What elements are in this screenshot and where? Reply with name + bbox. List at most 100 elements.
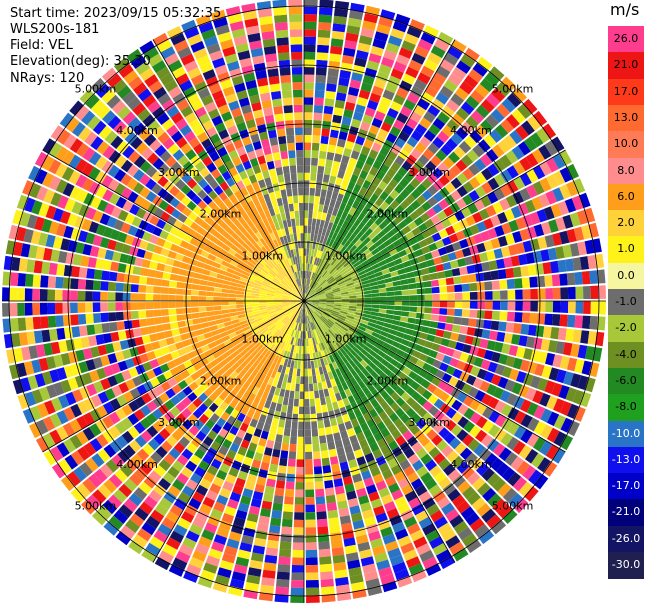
velocity-gate xyxy=(304,429,312,437)
velocity-gate xyxy=(390,270,399,277)
velocity-gate xyxy=(365,240,374,249)
velocity-gate xyxy=(319,196,326,205)
velocity-gate xyxy=(475,172,487,185)
velocity-gate xyxy=(329,524,341,534)
velocity-gate xyxy=(386,291,395,297)
velocity-gate xyxy=(570,373,582,388)
velocity-gate xyxy=(288,6,302,15)
velocity-gate xyxy=(362,313,371,319)
velocity-gate xyxy=(304,293,306,301)
velocity-gate xyxy=(381,268,390,275)
velocity-gate xyxy=(414,142,427,154)
velocity-gate xyxy=(416,183,427,195)
velocity-gate xyxy=(409,210,420,221)
velocity-gate xyxy=(205,301,214,307)
velocity-gate xyxy=(394,194,405,205)
velocity-gate xyxy=(493,248,504,259)
velocity-gate xyxy=(304,286,307,294)
velocity-gate xyxy=(435,92,449,105)
velocity-gate xyxy=(294,497,304,505)
velocity-gate xyxy=(409,19,425,32)
velocity-gate xyxy=(100,302,108,312)
velocity-gate xyxy=(304,51,316,60)
velocity-gate xyxy=(310,264,314,272)
velocity-gate xyxy=(552,153,566,169)
velocity-gate xyxy=(334,0,350,10)
velocity-gate xyxy=(354,264,363,271)
velocity-gate xyxy=(100,291,108,301)
velocity-gate xyxy=(328,230,335,239)
velocity-gate xyxy=(107,302,116,312)
velocity-gate xyxy=(581,360,592,376)
velocity-gate xyxy=(193,272,202,279)
velocity-gate xyxy=(461,154,474,167)
velocity-gate xyxy=(326,264,333,272)
velocity-gate xyxy=(378,16,393,28)
velocity-gate xyxy=(379,211,389,221)
velocity-gate xyxy=(323,284,330,290)
velocity-gate xyxy=(341,178,350,188)
velocity-gate xyxy=(373,187,384,197)
velocity-gate xyxy=(279,457,288,467)
velocity-gate xyxy=(279,411,287,421)
velocity-gate xyxy=(307,263,310,272)
velocity-gate xyxy=(9,303,18,317)
velocity-gate xyxy=(368,277,377,283)
velocity-gate xyxy=(373,267,382,274)
velocity-gate xyxy=(496,331,506,342)
velocity-gate xyxy=(319,143,328,152)
velocity-gate xyxy=(304,134,312,143)
velocity-gate xyxy=(446,308,455,316)
velocity-gate xyxy=(437,162,449,174)
velocity-gate xyxy=(301,248,304,256)
velocity-gate xyxy=(331,232,338,241)
velocity-gate xyxy=(545,190,558,205)
velocity-gate xyxy=(341,304,350,308)
velocity-gate xyxy=(386,168,397,179)
velocity-gate xyxy=(318,304,327,307)
velocity-gate xyxy=(314,265,320,274)
velocity-gate xyxy=(291,180,298,189)
velocity-gate xyxy=(456,198,467,210)
velocity-gate xyxy=(380,234,390,243)
velocity-gate xyxy=(510,205,522,219)
velocity-gate xyxy=(494,341,504,353)
velocity-gate xyxy=(550,327,560,340)
velocity-gate xyxy=(505,267,515,279)
velocity-gate xyxy=(168,301,176,309)
velocity-gate xyxy=(292,89,303,98)
velocity-gate xyxy=(62,314,72,327)
velocity-gate xyxy=(438,278,447,286)
velocity-gate xyxy=(387,75,401,87)
velocity-gate xyxy=(365,252,374,260)
velocity-gate xyxy=(468,176,481,189)
velocity-gate xyxy=(221,305,229,310)
velocity-gate xyxy=(490,320,500,331)
range-ring-label: 5.00km xyxy=(492,82,534,95)
velocity-gate xyxy=(298,202,304,211)
velocity-gate xyxy=(433,336,443,345)
velocity-gate xyxy=(374,216,384,226)
velocity-gate xyxy=(433,256,443,265)
velocity-gate xyxy=(304,112,313,120)
velocity-gate xyxy=(440,254,450,263)
velocity-gate xyxy=(304,44,316,53)
velocity-gate xyxy=(483,240,494,251)
velocity-gate xyxy=(515,125,529,140)
velocity-gate xyxy=(480,119,494,133)
velocity-gate xyxy=(573,178,586,194)
velocity-gate xyxy=(323,419,331,428)
velocity-gate xyxy=(336,209,344,218)
velocity-gate xyxy=(394,305,402,311)
velocity-gate xyxy=(32,288,40,301)
velocity-gate xyxy=(438,229,449,239)
velocity-gate xyxy=(194,266,204,274)
velocity-gate xyxy=(540,338,551,352)
velocity-gate xyxy=(289,29,303,38)
velocity-gate xyxy=(450,93,465,107)
velocity-gate xyxy=(417,338,427,347)
velocity-gate xyxy=(70,314,79,326)
velocity-gate xyxy=(280,533,292,543)
range-ring-label: 4.00km xyxy=(450,458,492,471)
velocity-gate xyxy=(294,112,303,120)
